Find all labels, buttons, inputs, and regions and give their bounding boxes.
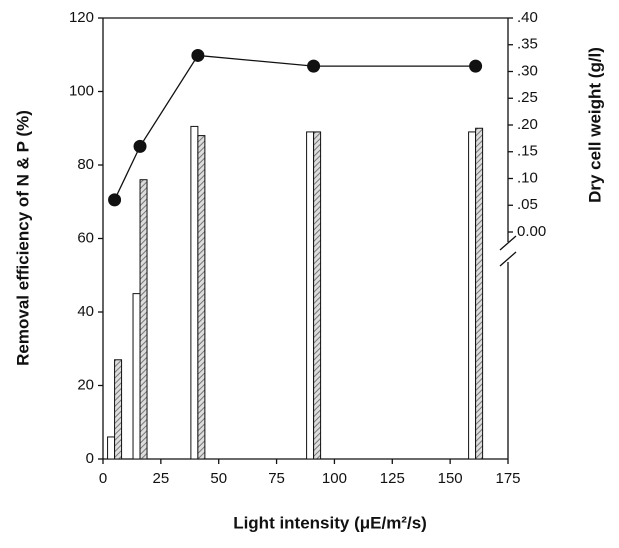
y2-tick-label: .15 <box>517 143 538 160</box>
y2-tick-label: .25 <box>517 89 538 106</box>
y2-tick-label: 0.00 <box>517 223 546 240</box>
axis-break <box>499 235 517 251</box>
y-tick-label: 100 <box>69 82 94 99</box>
y2-tick-label: .05 <box>517 196 538 213</box>
y2-tick-label: .30 <box>517 62 538 79</box>
y2-tick-label: .40 <box>517 9 538 26</box>
y-tick-label: 20 <box>77 376 94 393</box>
bar <box>197 135 206 460</box>
bar <box>114 359 123 460</box>
x-tick-label: 100 <box>322 470 347 487</box>
y-tick-label: 60 <box>77 229 94 246</box>
bar <box>306 131 315 460</box>
y-tick-label: 0 <box>86 450 94 467</box>
y-tick-label: 120 <box>69 9 94 26</box>
x-tick-label: 0 <box>99 470 107 487</box>
y2-tick-label: .20 <box>517 116 538 133</box>
bar <box>313 131 322 460</box>
bar <box>475 127 484 460</box>
y-tick-label: 40 <box>77 303 94 320</box>
point <box>191 48 205 62</box>
y-tick-label: 80 <box>77 156 94 173</box>
x-tick-label: 150 <box>438 470 463 487</box>
x-tick-label: 25 <box>153 470 170 487</box>
x-tick-label: 50 <box>210 470 227 487</box>
bar <box>132 293 141 460</box>
bar <box>190 125 199 460</box>
axis-break <box>499 251 517 267</box>
y-axis-label: Removal efficiency of N & P (%) <box>13 110 32 366</box>
bar <box>107 436 116 460</box>
x-tick-label: 175 <box>495 470 520 487</box>
point <box>133 139 147 153</box>
point <box>469 59 483 73</box>
y2-tick-label: .10 <box>517 169 538 186</box>
point <box>307 59 321 73</box>
x-tick-label: 125 <box>380 470 405 487</box>
bar <box>139 179 148 460</box>
bar <box>468 131 477 460</box>
line <box>113 54 476 201</box>
x-axis-label: Light intensity (μE/m²/s) <box>233 513 427 532</box>
y2-tick-label: .35 <box>517 36 538 53</box>
point <box>108 193 122 207</box>
y2-axis-label: Dry cell weight (g/l) <box>585 47 604 203</box>
x-tick-label: 75 <box>268 470 285 487</box>
